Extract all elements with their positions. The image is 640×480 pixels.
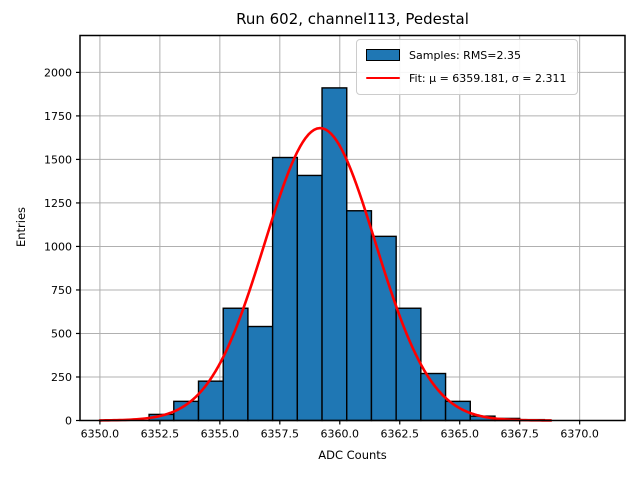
histogram-bar xyxy=(420,372,447,422)
x-axis-label: ADC Counts xyxy=(318,448,387,462)
histogram-bar xyxy=(346,210,373,422)
legend-entry-fit: Fit: μ = 6359.181, σ = 2.311 xyxy=(366,68,566,88)
histogram-bar xyxy=(197,380,224,422)
chart-title: Run 602, channel113, Pedestal xyxy=(236,10,469,28)
x-tick-label: 6365.0 xyxy=(440,428,479,441)
histogram-bar xyxy=(271,156,299,422)
x-tick-label: 6360.0 xyxy=(321,428,360,441)
x-tick-label: 6352.5 xyxy=(141,428,180,441)
x-tick-label: 6357.5 xyxy=(261,428,300,441)
histogram-bar xyxy=(370,235,397,422)
histogram-bar xyxy=(222,307,249,422)
histogram-swatch-icon xyxy=(366,49,400,61)
y-tick-label: 1250 xyxy=(44,197,72,210)
y-tick-label: 750 xyxy=(51,284,72,297)
y-tick-label: 250 xyxy=(51,371,72,384)
x-tick-label: 6370.0 xyxy=(560,428,599,441)
x-tick-label: 6350.0 xyxy=(81,428,120,441)
y-axis-label: Entries xyxy=(14,206,28,248)
x-tick-label: 6355.0 xyxy=(201,428,240,441)
axes-spines xyxy=(79,34,626,422)
legend: Samples: RMS=2.35 Fit: μ = 6359.181, σ =… xyxy=(356,39,579,95)
x-tick-label: 6362.5 xyxy=(381,428,420,441)
legend-label-fit: Fit: μ = 6359.181, σ = 2.311 xyxy=(409,71,567,85)
x-tick-label: 6367.5 xyxy=(500,428,539,441)
histogram-bar xyxy=(321,87,348,422)
y-tick-label: 1750 xyxy=(44,110,72,123)
histogram-bar xyxy=(247,325,274,422)
y-tick-label: 2000 xyxy=(44,66,72,79)
y-tick-label: 0 xyxy=(65,415,72,428)
histogram-bar xyxy=(395,307,422,422)
y-tick-label: 1000 xyxy=(44,240,72,253)
y-tick-label: 1500 xyxy=(44,153,72,166)
fit-line-swatch-icon xyxy=(366,76,400,80)
legend-entry-samples: Samples: RMS=2.35 xyxy=(366,45,566,65)
legend-label-samples: Samples: RMS=2.35 xyxy=(409,48,522,62)
histogram-bar xyxy=(296,174,323,422)
y-tick-label: 500 xyxy=(51,327,72,340)
fit-curve xyxy=(98,126,553,422)
